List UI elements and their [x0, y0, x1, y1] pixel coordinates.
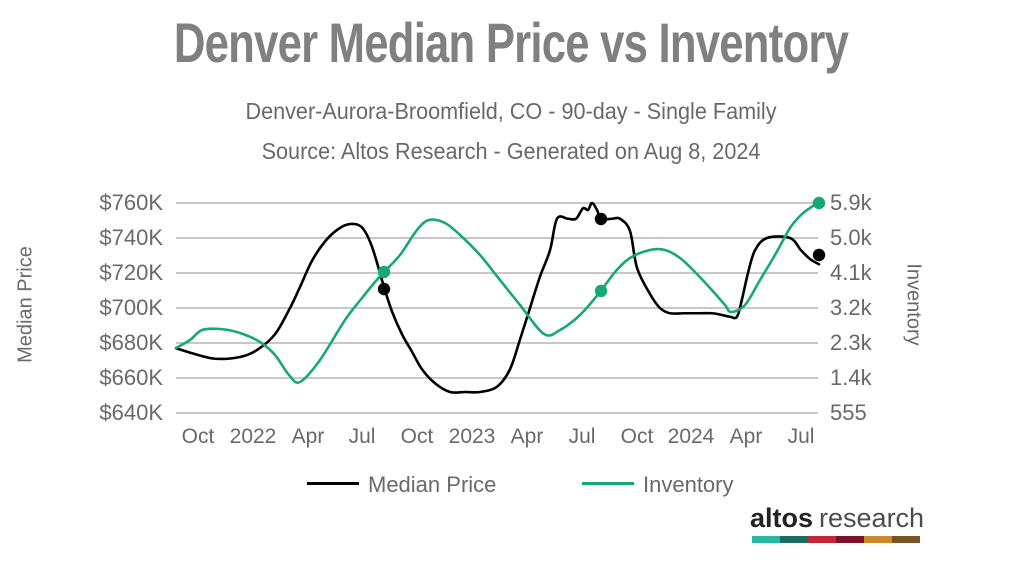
svg-text:$640K: $640K — [99, 400, 163, 425]
svg-text:Apr: Apr — [292, 425, 325, 448]
svg-text:2024: 2024 — [668, 425, 715, 448]
svg-text:Oct: Oct — [401, 425, 434, 448]
svg-text:2023: 2023 — [449, 425, 496, 448]
svg-text:Apr: Apr — [511, 425, 544, 448]
svg-text:Jul: Jul — [569, 425, 596, 448]
svg-text:555: 555 — [830, 400, 867, 425]
svg-text:$760K: $760K — [99, 190, 163, 215]
svg-text:$700K: $700K — [99, 295, 163, 320]
svg-text:$660K: $660K — [99, 365, 163, 390]
svg-text:Oct: Oct — [182, 425, 215, 448]
svg-text:$720K: $720K — [99, 260, 163, 285]
svg-text:2022: 2022 — [230, 425, 277, 448]
svg-text:Oct: Oct — [621, 425, 654, 448]
svg-text:Jul: Jul — [788, 425, 815, 448]
svg-text:2.3k: 2.3k — [830, 330, 873, 355]
svg-text:$740K: $740K — [99, 225, 163, 250]
svg-text:5.0k: 5.0k — [830, 225, 873, 250]
svg-text:3.2k: 3.2k — [830, 295, 873, 320]
svg-text:4.1k: 4.1k — [830, 260, 873, 285]
svg-text:5.9k: 5.9k — [830, 190, 873, 215]
svg-text:Apr: Apr — [730, 425, 763, 448]
svg-text:$680K: $680K — [99, 330, 163, 355]
svg-text:1.4k: 1.4k — [830, 365, 873, 390]
svg-text:Jul: Jul — [349, 425, 376, 448]
